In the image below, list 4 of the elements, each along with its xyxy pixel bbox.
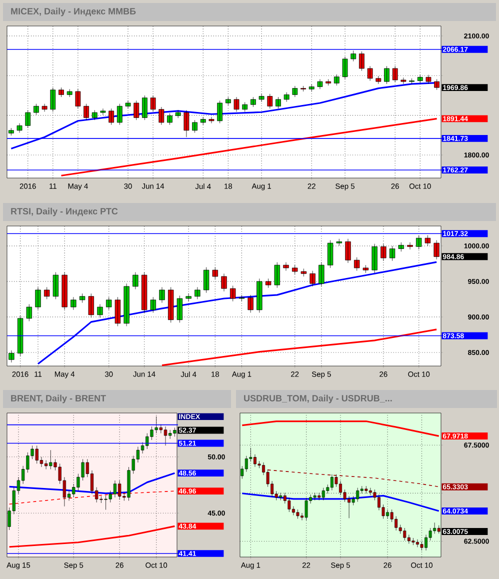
- chart-title: USDRUB_TOM, Daily - USDRUB_...: [244, 394, 392, 404]
- chart-title: MICEX, Daily - Индекс ММВБ: [11, 8, 136, 16]
- chart-title: RTSI, Daily - Индекс РТС: [11, 208, 118, 216]
- chart-title: BRENT, Daily - BRENT: [11, 394, 106, 404]
